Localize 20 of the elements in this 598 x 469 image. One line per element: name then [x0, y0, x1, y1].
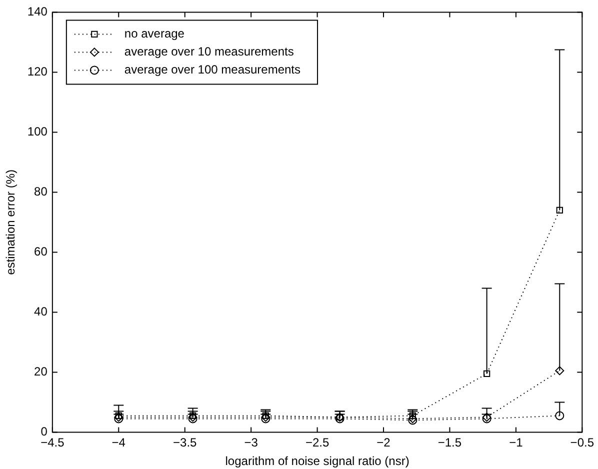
x-tick-label: −2 [376, 436, 391, 450]
x-tick-label: −1.5 [438, 436, 462, 450]
x-tick-label: −0.5 [570, 436, 594, 450]
y-tick-label: 60 [34, 244, 48, 259]
legend-label: no average [124, 26, 185, 41]
y-tick-label: 140 [27, 4, 48, 19]
x-axis-title: logarithm of noise signal ratio (nsr) [225, 454, 410, 468]
y-tick-label: 20 [34, 364, 48, 379]
x-tick-label: −3.5 [173, 436, 198, 450]
y-tick-label: 100 [27, 124, 48, 139]
x-tick-label: −1 [509, 436, 524, 450]
y-tick-label: 40 [34, 304, 48, 319]
y-tick-label: 120 [27, 64, 48, 79]
x-tick-label: −2.5 [305, 436, 330, 450]
legend-label: average over 10 measurements [124, 44, 294, 59]
y-axis-title: estimation error (%) [4, 170, 18, 275]
x-tick-label: −4 [112, 436, 126, 450]
legend-label: average over 100 measurements [124, 62, 301, 77]
x-tick-label: −3 [244, 436, 258, 450]
y-tick-label: 80 [34, 184, 48, 199]
